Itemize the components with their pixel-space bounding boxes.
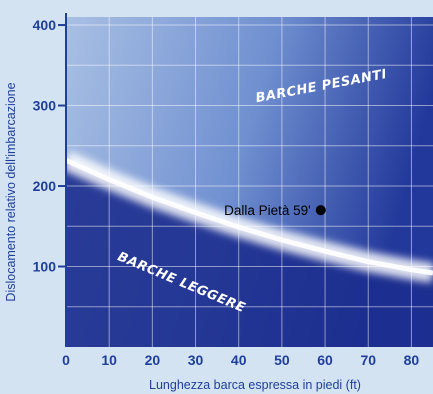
data-point — [316, 205, 326, 215]
x-tick-label: 40 — [231, 352, 247, 368]
x-tick-label: 10 — [101, 352, 117, 368]
x-tick-label: 80 — [404, 352, 420, 368]
x-tick-label: 70 — [360, 352, 376, 368]
y-tick-label: 400 — [33, 17, 57, 33]
x-tick-label: 50 — [274, 352, 290, 368]
y-tick-label: 300 — [33, 98, 57, 114]
data-point-label: Dalla Pietà 59' — [224, 203, 311, 218]
y-tick-label: 200 — [33, 178, 57, 194]
y-axis-label: Dislocamento relativo dell'imbarcazione — [4, 82, 18, 301]
x-tick-label: 20 — [145, 352, 161, 368]
x-tick-label: 30 — [188, 352, 204, 368]
x-axis-label: Lunghezza barca espressa in piedi (ft) — [149, 378, 361, 392]
x-tick-label: 0 — [62, 352, 70, 368]
x-tick-label: 60 — [317, 352, 333, 368]
plot-area: BARCHE PESANTI BARCHE LEGGERE Dalla Piet… — [66, 17, 433, 347]
y-tick-label: 100 — [33, 259, 57, 275]
